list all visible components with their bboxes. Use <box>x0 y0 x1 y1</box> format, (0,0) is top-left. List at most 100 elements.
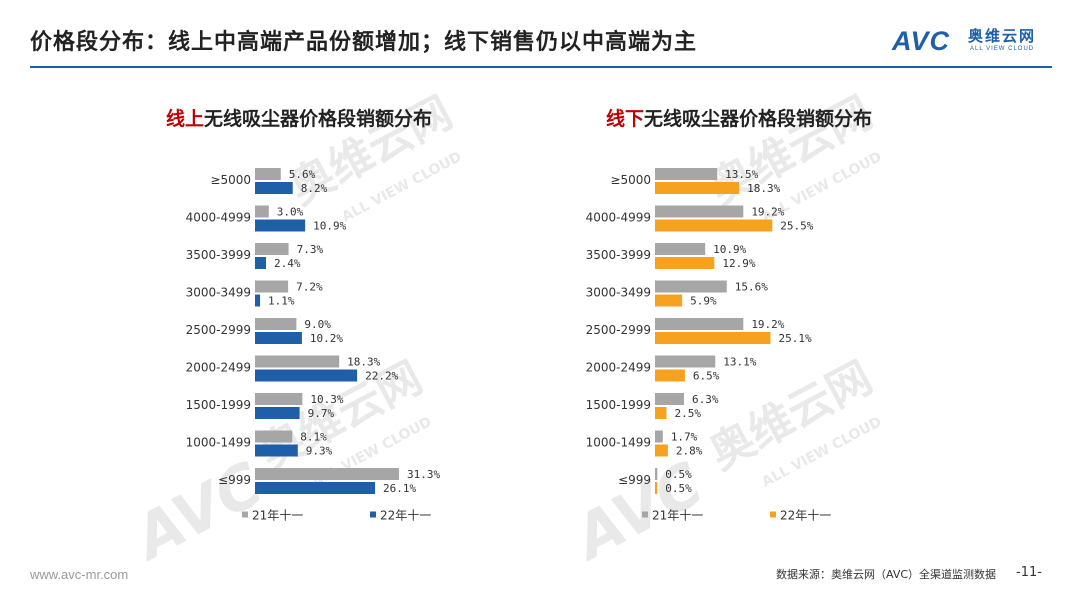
data-label: 10.9% <box>713 243 746 256</box>
data-label: 9.3% <box>306 445 333 458</box>
chart-title-rest: 无线吸尘器价格段销额分布 <box>204 108 433 130</box>
bar <box>655 294 683 307</box>
legend-swatch <box>770 511 776 518</box>
bar <box>655 482 658 494</box>
data-label: 22.2% <box>365 370 398 383</box>
bar <box>255 318 297 330</box>
page-title: 价格段分布：线上中高端产品份额增加；线下销售仍以中高端为主 <box>30 30 698 55</box>
bar <box>655 182 740 194</box>
chart-title-highlight: 线下 <box>606 108 645 130</box>
bar <box>255 243 289 255</box>
category-label: ≤999 <box>218 473 251 487</box>
bar <box>255 219 306 232</box>
category-label: 3000-3499 <box>586 286 651 300</box>
bar <box>255 168 281 180</box>
legend-swatch <box>370 511 376 518</box>
bar <box>655 219 773 232</box>
data-label: 13.5% <box>725 168 758 181</box>
bar <box>255 407 300 419</box>
bar <box>255 468 399 480</box>
data-label: 10.9% <box>313 220 346 233</box>
data-label: 26.1% <box>383 482 416 495</box>
bar <box>255 430 293 443</box>
category-label: 3500-3999 <box>186 248 251 262</box>
bar <box>255 355 340 368</box>
data-label: 8.1% <box>300 431 327 444</box>
chart-title-online: 线上无线吸尘器价格段销额分布 <box>166 104 432 131</box>
bar <box>655 369 685 382</box>
logo-en: ALL VIEW CLOUD <box>970 46 1035 52</box>
category-label: 2500-2999 <box>586 323 651 337</box>
logo-mark: AVC <box>892 26 951 56</box>
category-label: 2500-2999 <box>186 323 251 337</box>
logo: AVC 奥维云网 ALL VIEW CLOUD <box>892 24 1052 58</box>
data-label: 25.1% <box>778 332 811 345</box>
data-label: 0.5% <box>665 468 692 481</box>
header-divider <box>30 66 1052 68</box>
data-source-note: 数据来源：奥维云网（AVC）全渠道监测数据 <box>776 568 997 581</box>
data-label: 5.9% <box>690 295 717 308</box>
footer-url[interactable]: www.avc-mr.com <box>30 567 129 582</box>
legend-label: 21年十一 <box>652 509 703 523</box>
bar <box>255 369 358 382</box>
bar <box>655 444 668 457</box>
bar <box>655 393 684 405</box>
bar <box>655 318 744 330</box>
chart-title-highlight: 线上 <box>166 108 205 130</box>
bar <box>655 243 706 255</box>
data-label: 31.3% <box>407 468 440 481</box>
category-label: ≥5000 <box>610 173 651 187</box>
legend-label: 21年十一 <box>252 509 303 523</box>
data-label: 2.8% <box>676 445 703 458</box>
bar <box>255 393 303 405</box>
bar <box>255 482 376 494</box>
data-label: 7.2% <box>296 281 323 294</box>
bar <box>255 332 302 344</box>
data-label: 5.6% <box>289 168 316 181</box>
data-label: 9.0% <box>304 318 331 331</box>
data-label: 6.3% <box>692 393 719 406</box>
legend-swatch <box>242 511 248 518</box>
chart-title-rest: 无线吸尘器价格段销额分布 <box>644 108 873 130</box>
data-label: 19.2% <box>751 318 784 331</box>
bar <box>255 280 289 293</box>
data-label: 6.5% <box>693 370 720 383</box>
bar <box>255 444 298 457</box>
category-label: 2000-2499 <box>586 361 651 375</box>
data-label: 1.7% <box>671 431 698 444</box>
data-label: 18.3% <box>747 182 780 195</box>
category-label: ≥5000 <box>210 173 251 187</box>
data-label: 2.4% <box>274 257 301 270</box>
data-label: 3.0% <box>277 206 304 219</box>
data-label: 19.2% <box>751 206 784 219</box>
chart-title-offline: 线下无线吸尘器价格段销额分布 <box>606 104 872 131</box>
bar <box>255 205 269 218</box>
data-label: 1.1% <box>268 295 295 308</box>
category-label: 1500-1999 <box>186 398 251 412</box>
category-label: 1000-1499 <box>186 436 251 450</box>
data-label: 10.2% <box>310 332 343 345</box>
bar <box>655 205 744 218</box>
legend-label: 22年十一 <box>380 509 431 523</box>
category-label: 4000-4999 <box>586 211 651 225</box>
bar <box>655 332 771 344</box>
bar <box>255 182 293 194</box>
bar <box>655 257 715 269</box>
data-label: 25.5% <box>780 220 813 233</box>
category-label: 2000-2499 <box>186 361 251 375</box>
bar <box>655 355 716 368</box>
chart-offline: ≥5000 13.5%18.3%4000-4999 19.2%25.5%3500-3… <box>586 168 831 523</box>
data-label: 0.5% <box>665 482 692 495</box>
data-label: 12.9% <box>722 257 755 270</box>
category-label: 3000-3499 <box>186 286 251 300</box>
page-number: -11- <box>1016 565 1042 580</box>
data-label: 13.1% <box>723 356 756 369</box>
legend-swatch <box>642 511 648 518</box>
data-label: 7.3% <box>297 243 324 256</box>
category-label: 1000-1499 <box>586 436 651 450</box>
bar <box>655 407 667 419</box>
bar <box>655 430 663 443</box>
data-label: 15.6% <box>735 281 768 294</box>
bar <box>255 294 261 307</box>
category-label: ≤999 <box>618 473 651 487</box>
